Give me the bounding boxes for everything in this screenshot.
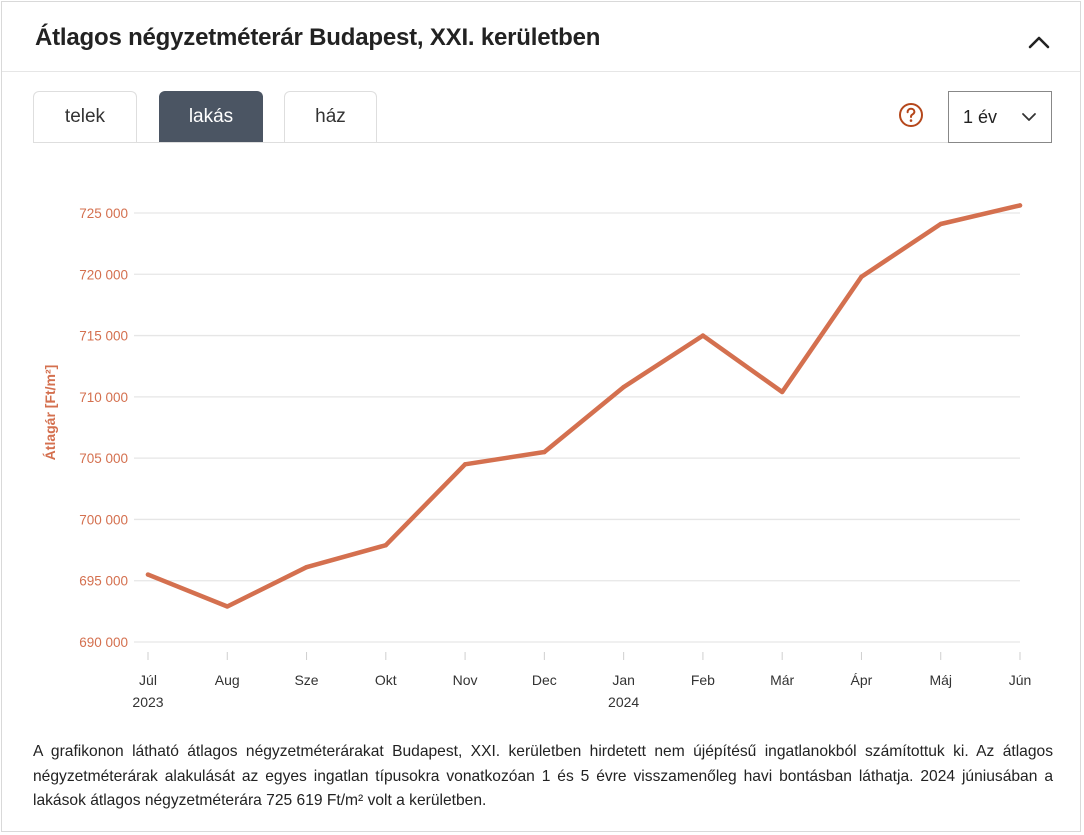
data-point	[621, 384, 626, 390]
y-axis-label: Átlagár [Ft/m²]	[42, 365, 58, 461]
x-tick-label: Ápr	[851, 672, 873, 688]
y-tick-label: 725 000	[79, 206, 128, 221]
data-point	[938, 221, 943, 227]
y-tick-label: 710 000	[79, 390, 128, 405]
data-point	[700, 333, 706, 338]
data-point	[779, 389, 785, 395]
x-tick-label: Sze	[294, 672, 318, 688]
header-divider	[2, 71, 1080, 72]
x-tick-label: Máj	[929, 672, 952, 688]
x-tick-label: Aug	[215, 672, 240, 688]
data-point	[225, 604, 230, 609]
y-tick-label: 690 000	[79, 635, 128, 650]
data-point	[145, 572, 151, 577]
data-point	[383, 542, 389, 548]
x-tick-label: Jan	[612, 672, 635, 688]
data-point	[859, 274, 864, 279]
x-tick-label: Feb	[691, 672, 715, 688]
x-tick-label: Júl	[139, 672, 157, 688]
y-tick-label: 695 000	[79, 574, 128, 589]
x-tick-label: Már	[770, 672, 794, 688]
x-year-label: 2023	[132, 694, 163, 710]
period-select[interactable]: 1 év	[948, 91, 1052, 143]
x-tick-label: Okt	[375, 672, 397, 688]
x-tick-label: Jún	[1009, 672, 1032, 688]
chevron-down-icon	[1022, 113, 1036, 121]
tabs-baseline	[33, 142, 1018, 143]
data-point	[542, 449, 547, 455]
x-tick-label: Nov	[453, 672, 478, 688]
period-select-value: 1 év	[963, 106, 998, 127]
help-button[interactable]	[899, 103, 923, 127]
data-point	[1017, 203, 1023, 208]
chevron-up-icon	[1028, 36, 1050, 49]
y-tick-label: 715 000	[79, 329, 128, 344]
data-point	[304, 565, 309, 570]
y-axis-ticks: 690 000 695 000 700 000 705 000 710 000 715 0…	[79, 206, 128, 650]
tab-telek[interactable]: telek	[33, 91, 137, 142]
y-tick-label: 705 000	[79, 451, 128, 466]
property-type-tabs: telek lakás ház	[33, 91, 1033, 143]
chart-description: A grafikonon látható átlagos négyzetméte…	[33, 743, 1053, 809]
y-tick-label: 720 000	[79, 267, 128, 282]
x-tick-label: Dec	[532, 672, 557, 688]
data-point	[462, 462, 468, 467]
tab-label: ház	[315, 106, 346, 127]
y-tick-label: 700 000	[79, 512, 128, 527]
x-axis-ticks: Júl Aug Sze Okt Nov Dec Jan Feb Már Ápr Máj Jún 2023…	[132, 652, 1031, 710]
tab-lakas[interactable]: lakás	[159, 91, 263, 142]
tab-label: lakás	[188, 106, 234, 127]
price-line-chart: 690 000 695 000 700 000 705 000 710 000 715 0…	[42, 203, 1031, 710]
series-line	[145, 203, 1023, 609]
tab-haz[interactable]: ház	[284, 91, 377, 142]
page-title: Átlagos négyzetméterár Budapest, XXI. ke…	[35, 24, 601, 51]
collapse-button[interactable]	[1024, 28, 1054, 56]
tab-label: telek	[64, 106, 106, 127]
x-year-label: 2024	[608, 694, 639, 710]
question-circle-icon	[899, 103, 923, 127]
